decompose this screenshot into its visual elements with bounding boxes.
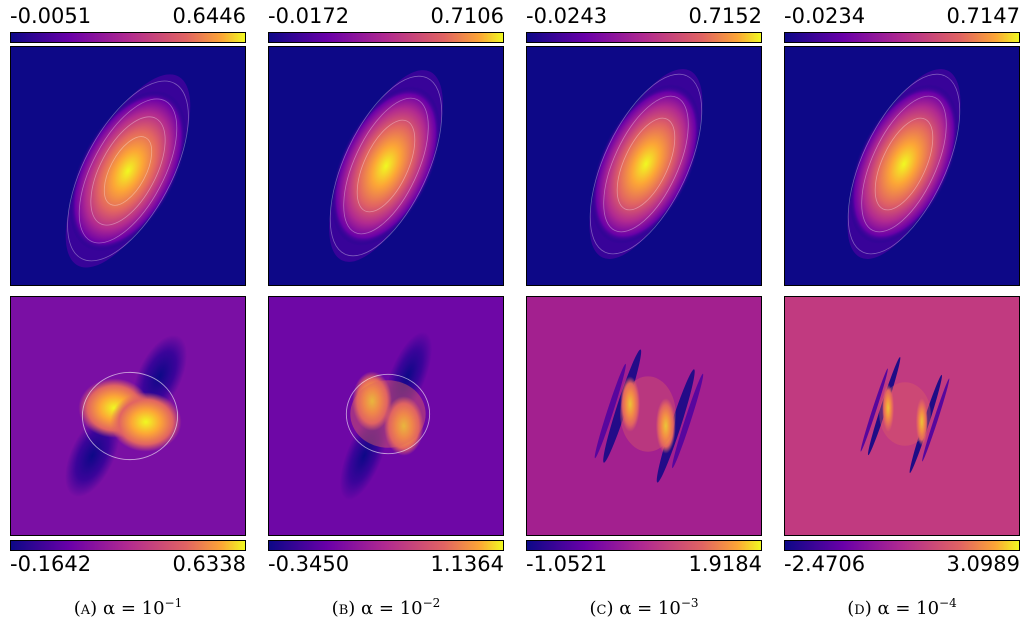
top-heatmap <box>10 46 246 286</box>
panel-column-a: -0.0051 0.6446 -0.1642 0.6338 (a <box>8 0 248 632</box>
top-colorbar <box>526 32 762 43</box>
caption: (d) α = 10−4 <box>847 596 957 619</box>
top-heatmap <box>268 46 504 286</box>
caption: (b) α = 10−2 <box>331 596 441 619</box>
bottom-colorbar-max: 1.1364 <box>430 552 504 576</box>
top-colorbar-max: 0.6446 <box>172 4 246 28</box>
bottom-colorbar-min: -0.1642 <box>10 552 92 576</box>
bottom-heatmap <box>10 296 246 536</box>
bottom-colorbar <box>268 540 504 551</box>
bottom-colorbar <box>10 540 246 551</box>
panel-column-c: -0.0243 0.7152 <box>524 0 764 632</box>
bottom-colorbar <box>784 540 1020 551</box>
top-colorbar-min: -0.0234 <box>784 4 866 28</box>
top-colorbar-max: 0.7152 <box>688 4 762 28</box>
bottom-colorbar-max: 1.9184 <box>688 552 762 576</box>
top-colorbar-min: -0.0243 <box>526 4 608 28</box>
top-colorbar-min: -0.0172 <box>268 4 350 28</box>
top-colorbar <box>784 32 1020 43</box>
bottom-heatmap <box>268 296 504 536</box>
caption: (c) α = 10−3 <box>589 596 699 619</box>
bottom-colorbar-max: 3.0989 <box>946 552 1020 576</box>
panel-column-b: -0.0172 0.7106 -0.3450 1.1364 (b) <box>266 0 506 632</box>
top-colorbar-max: 0.7106 <box>430 4 504 28</box>
bottom-colorbar-min: -1.0521 <box>526 552 608 576</box>
bottom-colorbar-min: -2.4706 <box>784 552 866 576</box>
top-colorbar-min: -0.0051 <box>10 4 92 28</box>
bottom-colorbar-max: 0.6338 <box>172 552 246 576</box>
panel-column-d: -0.0234 0.7147 <box>782 0 1022 632</box>
top-heatmap <box>784 46 1020 286</box>
bottom-colorbar-min: -0.3450 <box>268 552 350 576</box>
top-colorbar <box>10 32 246 43</box>
caption: (a) α = 10−1 <box>73 596 183 619</box>
bottom-heatmap <box>526 296 762 536</box>
top-heatmap <box>526 46 762 286</box>
bottom-colorbar <box>526 540 762 551</box>
top-colorbar-max: 0.7147 <box>946 4 1020 28</box>
top-colorbar <box>268 32 504 43</box>
bottom-heatmap <box>784 296 1020 536</box>
